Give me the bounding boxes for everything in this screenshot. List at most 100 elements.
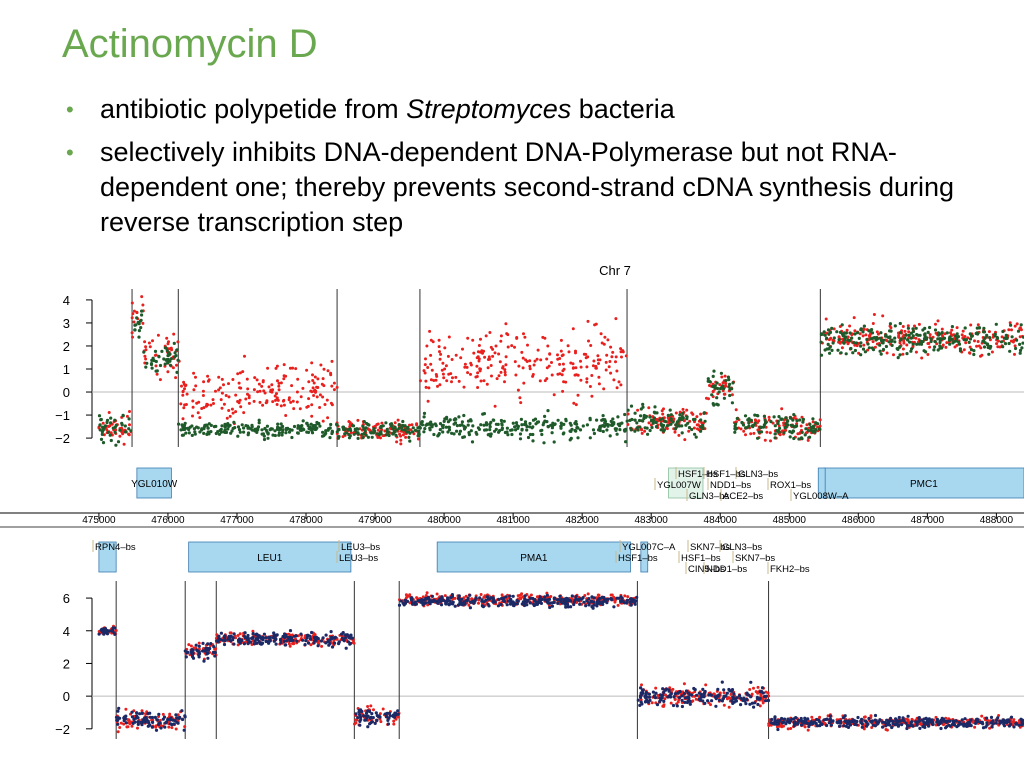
data-point-red	[227, 409, 231, 412]
data-point-dark	[466, 419, 471, 423]
data-point-dark	[927, 724, 931, 728]
gene-box	[136, 467, 172, 499]
data-point-red	[195, 401, 199, 405]
data-point-red	[282, 363, 286, 367]
data-point-red	[238, 632, 242, 636]
data-point-dark	[219, 631, 223, 635]
data-point-dark	[452, 432, 456, 436]
data-point-red	[586, 592, 590, 596]
data-point-dark	[220, 424, 224, 428]
data-point-red	[116, 730, 120, 734]
data-point-red	[491, 354, 495, 358]
data-point-dark	[242, 426, 246, 430]
data-point-red	[1013, 324, 1017, 328]
data-point-red	[683, 438, 687, 442]
data-point-red	[122, 722, 126, 726]
data-point-dark	[244, 424, 248, 428]
data-point-dark	[450, 431, 454, 435]
data-point-dark	[428, 428, 432, 432]
data-point-dark	[394, 433, 398, 437]
data-point-dark	[662, 699, 666, 703]
data-point-red	[465, 365, 469, 369]
data-point-red	[518, 396, 522, 400]
data-point-dark	[803, 433, 807, 437]
data-point-dark	[335, 423, 339, 427]
data-point-dark	[531, 597, 535, 601]
data-point-red	[122, 442, 126, 446]
data-point-dark	[674, 426, 678, 431]
data-point-dark	[236, 425, 241, 429]
data-point-dark	[346, 634, 351, 638]
data-point-dark	[701, 426, 705, 431]
data-point-dark	[936, 331, 941, 335]
data-point-red	[758, 704, 762, 708]
data-point-dark	[455, 424, 459, 428]
data-point-red	[616, 603, 620, 607]
data-point-dark	[159, 726, 163, 730]
data-point-dark	[883, 720, 887, 725]
data-point-dark	[396, 712, 400, 716]
data-point-red	[870, 726, 874, 729]
data-point-dark	[230, 429, 234, 433]
data-point-dark	[935, 720, 939, 724]
data-point-dark	[587, 601, 591, 605]
data-point-dark	[853, 348, 858, 353]
data-point-red	[352, 641, 356, 645]
data-point-dark	[202, 659, 206, 663]
data-point-dark	[422, 411, 427, 415]
data-point-red	[579, 365, 583, 369]
data-point-red	[811, 420, 815, 424]
data-point-red	[237, 381, 241, 385]
data-point-dark	[131, 721, 135, 725]
data-point-dark	[648, 698, 652, 702]
data-point-dark	[182, 423, 187, 428]
data-point-dark	[792, 413, 796, 417]
data-point-red	[587, 339, 590, 343]
data-point-dark	[97, 632, 101, 636]
data-point-dark	[669, 413, 673, 417]
data-point-red	[594, 366, 598, 370]
data-point-red	[372, 708, 375, 712]
data-point-dark	[352, 432, 356, 436]
data-point-dark	[871, 348, 876, 352]
data-point-dark	[372, 427, 376, 431]
data-point-dark	[1001, 329, 1005, 334]
data-point-red	[271, 388, 275, 392]
feature-label: FKH2–bs	[770, 564, 810, 575]
data-point-dark	[175, 370, 179, 374]
data-point-red	[598, 358, 602, 362]
data-point-dark	[202, 425, 206, 429]
data-point-red	[889, 326, 893, 330]
data-point-dark	[719, 371, 724, 375]
data-point-dark	[120, 423, 124, 427]
data-point-dark	[237, 640, 241, 644]
data-point-red	[775, 725, 779, 729]
data-point-dark	[904, 333, 908, 337]
data-point-red	[180, 384, 183, 388]
data-point-red	[759, 692, 763, 696]
data-point-red	[647, 421, 651, 425]
data-point-dark	[458, 429, 462, 433]
data-point-dark	[969, 718, 973, 722]
data-point-dark	[1005, 718, 1009, 722]
data-point-dark	[397, 603, 402, 607]
data-point-dark	[644, 696, 648, 700]
data-point-dark	[478, 596, 482, 600]
data-point-dark	[788, 416, 793, 420]
data-point-red	[239, 386, 243, 390]
data-point-dark	[175, 348, 179, 352]
data-point-dark	[403, 601, 408, 605]
data-point-red	[858, 332, 862, 336]
data-point-dark	[337, 435, 341, 439]
data-point-dark	[485, 595, 489, 599]
data-point-dark	[127, 427, 131, 431]
data-point-dark	[647, 695, 652, 699]
data-point-dark	[776, 429, 781, 433]
data-point-dark	[129, 429, 133, 433]
data-point-dark	[206, 642, 210, 646]
data-point-red	[499, 334, 503, 338]
data-point-red	[194, 375, 197, 379]
data-point-dark	[919, 339, 923, 343]
data-point-dark	[781, 720, 786, 724]
data-point-red	[443, 367, 447, 371]
